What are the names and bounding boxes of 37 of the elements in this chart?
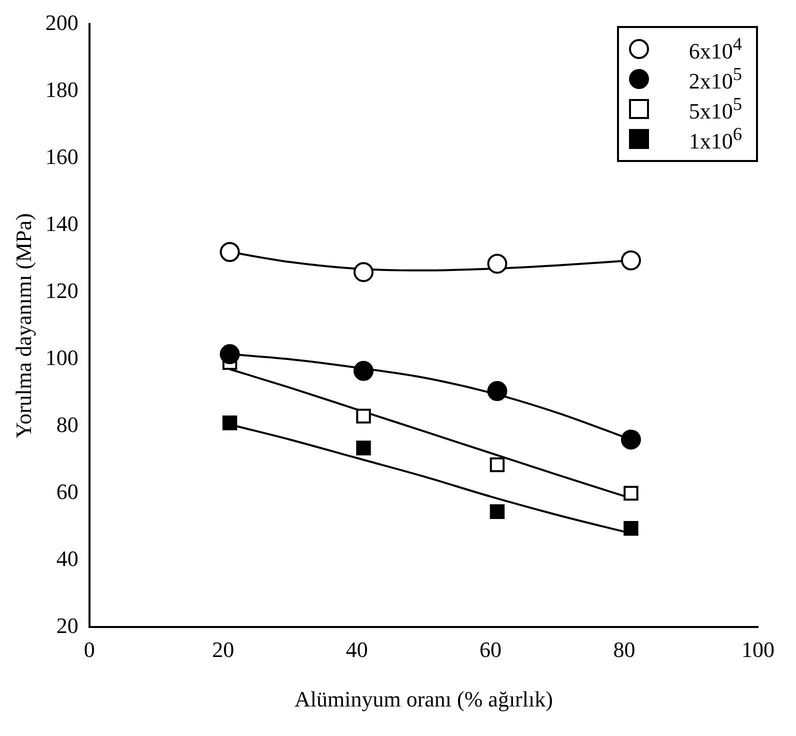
x-tick-label: 40 xyxy=(346,637,368,662)
y-tick-label: 180 xyxy=(45,76,78,102)
y-tick-label: 80 xyxy=(56,412,78,437)
point xyxy=(487,381,508,402)
x-tick-label: 80 xyxy=(613,637,636,662)
point xyxy=(222,415,238,430)
point xyxy=(220,242,240,262)
point xyxy=(220,344,240,364)
point xyxy=(487,254,508,274)
point xyxy=(624,486,638,501)
legend-label: 6x10$^{4}$ xyxy=(688,34,742,64)
y-tick-label: 120 xyxy=(45,278,78,303)
y-tick-label: 200 xyxy=(45,10,78,35)
y-tick-label: 40 xyxy=(56,546,78,571)
y-tick-label: 100 xyxy=(45,344,78,370)
point xyxy=(490,504,505,519)
x-axis-title: Alüminyum oranı (% ağırlık) xyxy=(294,686,553,712)
x-tick-label: 0 xyxy=(84,637,95,662)
y-axis-title: Yorulma dayanımı (MPa) xyxy=(10,213,36,438)
x-tick-label: 60 xyxy=(480,637,502,662)
point xyxy=(354,262,374,282)
point xyxy=(620,250,641,270)
point xyxy=(356,440,371,456)
y-tick-label: 60 xyxy=(56,478,78,504)
legend-label: 5x10$^{5}$ xyxy=(688,94,742,124)
point xyxy=(624,521,638,536)
y-tick-label: 20 xyxy=(56,612,78,638)
legend-label: 1x10$^{6}$ xyxy=(688,124,742,154)
point xyxy=(490,457,505,472)
x-tick-label: 100 xyxy=(742,637,774,662)
point xyxy=(620,430,641,450)
y-tick-label: 160 xyxy=(45,144,78,169)
point xyxy=(356,408,371,424)
y-tick-label: 140 xyxy=(45,210,78,236)
x-tick-label: 20 xyxy=(212,637,234,662)
legend-label: 2x10$^{5}$ xyxy=(688,64,742,94)
point xyxy=(354,360,374,381)
